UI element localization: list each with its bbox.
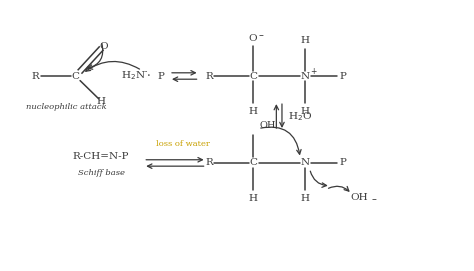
Text: H: H [301, 194, 310, 203]
Text: C: C [249, 72, 257, 80]
Text: –: – [258, 30, 264, 40]
Text: R: R [32, 72, 39, 80]
Text: Schiff base: Schiff base [78, 169, 125, 177]
Text: ·: · [146, 69, 150, 82]
Text: ..: .. [144, 66, 148, 74]
Text: H: H [301, 36, 310, 45]
Text: H$_2$N: H$_2$N [121, 70, 146, 82]
Text: P: P [340, 159, 347, 167]
Text: loss of water: loss of water [156, 140, 210, 148]
Text: H: H [249, 194, 258, 203]
Text: R: R [205, 159, 213, 167]
Text: H: H [301, 107, 310, 116]
Text: C: C [72, 72, 79, 80]
Text: OH: OH [259, 121, 275, 130]
Text: H: H [249, 107, 258, 116]
Text: H: H [97, 97, 106, 106]
Text: N: N [301, 72, 310, 80]
Text: O: O [99, 42, 108, 51]
Text: nucleophilic attack: nucleophilic attack [26, 103, 106, 111]
Text: P: P [157, 72, 164, 80]
Text: –: – [371, 194, 376, 204]
Text: N: N [301, 159, 310, 167]
Text: H$_2$O: H$_2$O [288, 110, 312, 123]
Text: P: P [340, 72, 347, 80]
Text: R: R [205, 72, 213, 80]
Text: C: C [249, 159, 257, 167]
Text: R-CH=N-P: R-CH=N-P [73, 151, 129, 161]
Text: +: + [310, 67, 317, 76]
Text: O: O [248, 34, 257, 43]
Text: OH: OH [350, 193, 368, 202]
